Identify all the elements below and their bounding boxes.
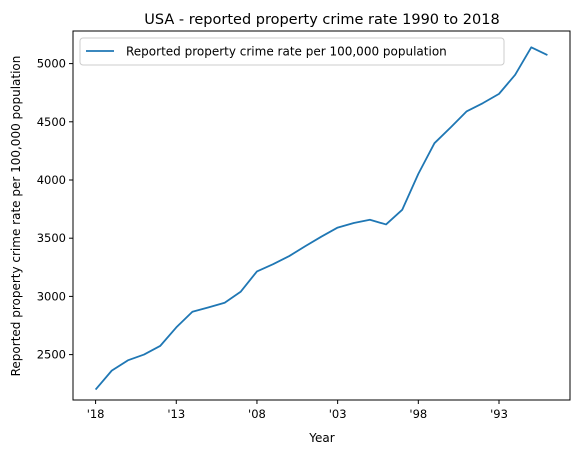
x-tick-label: '03: [329, 407, 347, 421]
y-tick-label: 2500: [37, 348, 66, 362]
legend: Reported property crime rate per 100,000…: [79, 37, 505, 66]
legend-box: [79, 37, 505, 66]
chart-title: USA - reported property crime rate 1990 …: [144, 12, 499, 28]
y-tick-label: 3000: [37, 289, 66, 303]
series-line: [94, 46, 548, 391]
y-tick-label: 3500: [37, 231, 66, 245]
x-tick-label: '93: [490, 407, 508, 421]
y-tick-label: 4500: [37, 115, 66, 129]
y-axis-label-group: Reported property crime rate per 100,000…: [9, 56, 23, 377]
x-tick-label: '98: [409, 407, 427, 421]
plot-frame: [72, 30, 571, 401]
legend-entry-label: Reported property crime rate per 100,000…: [126, 45, 447, 59]
x-tick-label: '13: [167, 407, 185, 421]
x-tick-label: '08: [248, 407, 266, 421]
x-axis-label: Year: [308, 431, 334, 445]
y-tick-label: 4000: [37, 173, 66, 187]
x-tick-label: '18: [87, 407, 105, 421]
series-lines: [94, 46, 548, 391]
x-axis-ticks: '18 '13 '08 '03 '98 '93: [87, 400, 508, 421]
y-axis-label: Reported property crime rate per 100,000…: [9, 56, 23, 377]
y-axis-ticks: 2500 3000 3500 4000 4500 5000: [37, 57, 73, 362]
y-tick-label: 5000: [37, 57, 66, 71]
